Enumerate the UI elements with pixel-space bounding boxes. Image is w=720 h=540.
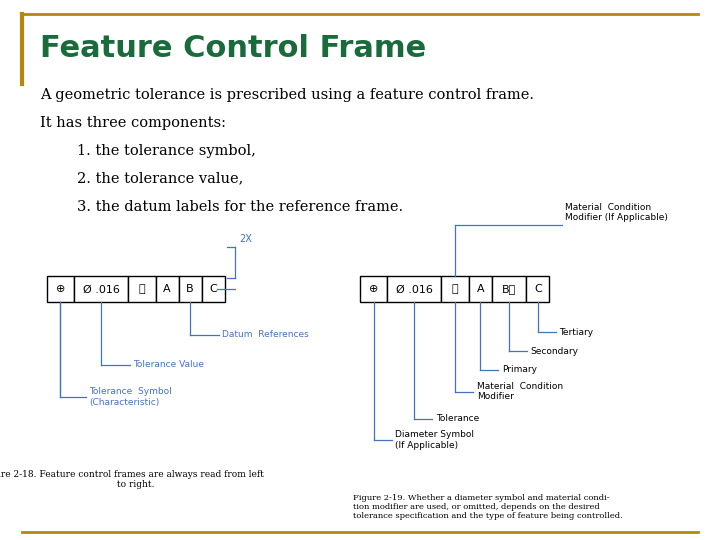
- Text: Ø .016: Ø .016: [83, 285, 120, 294]
- Text: 3. the datum labels for the reference frame.: 3. the datum labels for the reference fr…: [40, 200, 402, 214]
- Text: Tolerance  Symbol
(Characteristic): Tolerance Symbol (Characteristic): [89, 387, 172, 407]
- Text: ⊕: ⊕: [55, 285, 66, 294]
- Bar: [441, 276, 469, 302]
- Text: 2. the tolerance value,: 2. the tolerance value,: [40, 172, 243, 186]
- Text: A: A: [163, 285, 171, 294]
- Text: Secondary: Secondary: [531, 347, 579, 355]
- Bar: [492, 276, 526, 302]
- Text: It has three components:: It has three components:: [40, 116, 225, 130]
- Text: Material  Condition
Modifier: Material Condition Modifier: [477, 382, 563, 401]
- Bar: [202, 276, 225, 302]
- Text: BⓂ: BⓂ: [502, 285, 516, 294]
- Text: Feature Control Frame: Feature Control Frame: [40, 34, 426, 63]
- Text: Tolerance: Tolerance: [436, 414, 480, 423]
- Text: Tolerance Value: Tolerance Value: [134, 360, 204, 369]
- Text: ⊕: ⊕: [369, 285, 379, 294]
- Bar: [179, 276, 202, 302]
- Bar: [156, 276, 179, 302]
- Text: Datum  References: Datum References: [222, 330, 309, 339]
- Text: Figure 2-19. Whether a diameter symbol and material condi-
tion modifier are use: Figure 2-19. Whether a diameter symbol a…: [353, 494, 623, 521]
- Text: Ø .016: Ø .016: [396, 285, 433, 294]
- Text: C: C: [534, 285, 541, 294]
- Text: 2X: 2X: [239, 234, 252, 244]
- Bar: [47, 276, 74, 302]
- Bar: [387, 276, 441, 302]
- Bar: [360, 276, 387, 302]
- Text: Tertiary: Tertiary: [559, 328, 593, 336]
- Bar: [526, 276, 549, 302]
- Text: Material  Condition
Modifier (If Applicable): Material Condition Modifier (If Applicab…: [565, 203, 668, 222]
- Bar: [74, 276, 128, 302]
- Text: C: C: [210, 285, 217, 294]
- Text: Diameter Symbol
(If Applicable): Diameter Symbol (If Applicable): [395, 430, 474, 450]
- Text: A geometric tolerance is prescribed using a feature control frame.: A geometric tolerance is prescribed usin…: [40, 87, 534, 102]
- Text: Primary: Primary: [502, 366, 537, 374]
- Text: Ⓜ: Ⓜ: [138, 285, 145, 294]
- Text: 1. the tolerance symbol,: 1. the tolerance symbol,: [40, 144, 256, 158]
- Text: Figure 2-18. Feature control frames are always read from left
         to right.: Figure 2-18. Feature control frames are …: [0, 470, 264, 489]
- Bar: [128, 276, 156, 302]
- Text: B: B: [186, 285, 194, 294]
- Bar: [469, 276, 492, 302]
- Text: A: A: [477, 285, 484, 294]
- Text: Ⓜ: Ⓜ: [451, 285, 459, 294]
